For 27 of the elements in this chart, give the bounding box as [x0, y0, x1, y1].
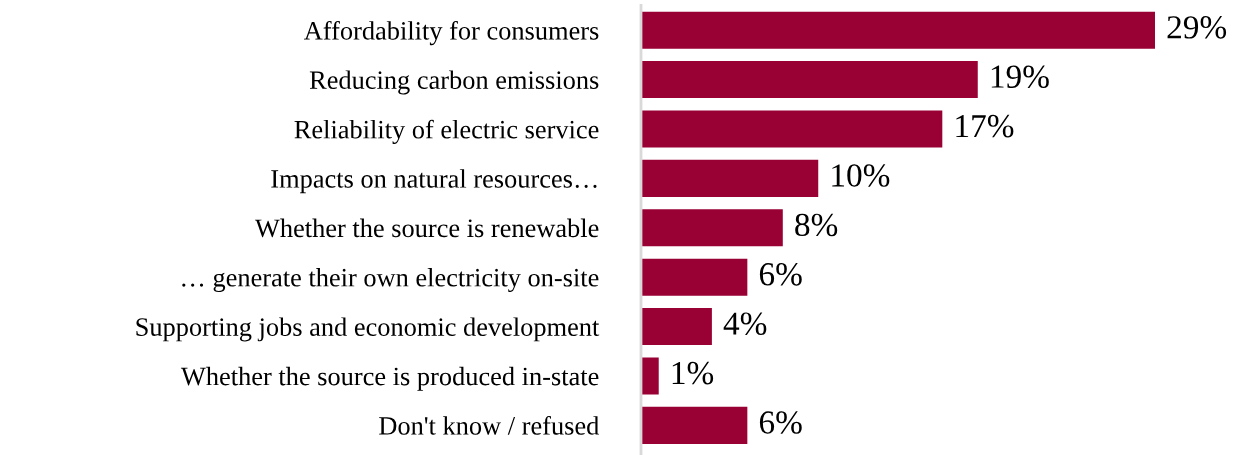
y-tick-label: Reliability of electric service — [294, 119, 599, 144]
bar — [641, 61, 978, 99]
y-tick-label: Impacts on natural resources… — [271, 169, 597, 194]
bar — [641, 357, 659, 395]
bar — [641, 11, 1155, 49]
data-label: 29% — [1167, 16, 1227, 39]
bar — [641, 406, 748, 444]
bar — [641, 159, 819, 197]
y-tick-label: Reducing carbon emissions — [309, 70, 599, 95]
data-label: 10% — [832, 164, 890, 187]
y-tick-label: Affordability for consumers — [303, 20, 599, 46]
bar — [641, 110, 943, 148]
data-label: 6% — [759, 263, 802, 286]
data-label: 1% — [672, 361, 714, 385]
bar — [641, 258, 748, 296]
y-tick-label: Don't know / refused — [379, 415, 600, 435]
data-label: 4% — [723, 312, 767, 336]
data-label: 19% — [991, 65, 1049, 89]
data-label: 6% — [759, 411, 802, 434]
y-tick-label: … generate their own electricity on-site — [182, 268, 599, 293]
data-label: 17% — [956, 114, 1014, 138]
y-tick-label: Supporting jobs and economic development — [136, 317, 600, 342]
bar — [641, 308, 712, 346]
y-tick-label: Whether the source is renewable — [254, 218, 599, 238]
bar — [641, 209, 783, 247]
data-label: 8% — [795, 213, 838, 237]
y-tick-label: Whether the source is produced in-state — [180, 366, 599, 391]
